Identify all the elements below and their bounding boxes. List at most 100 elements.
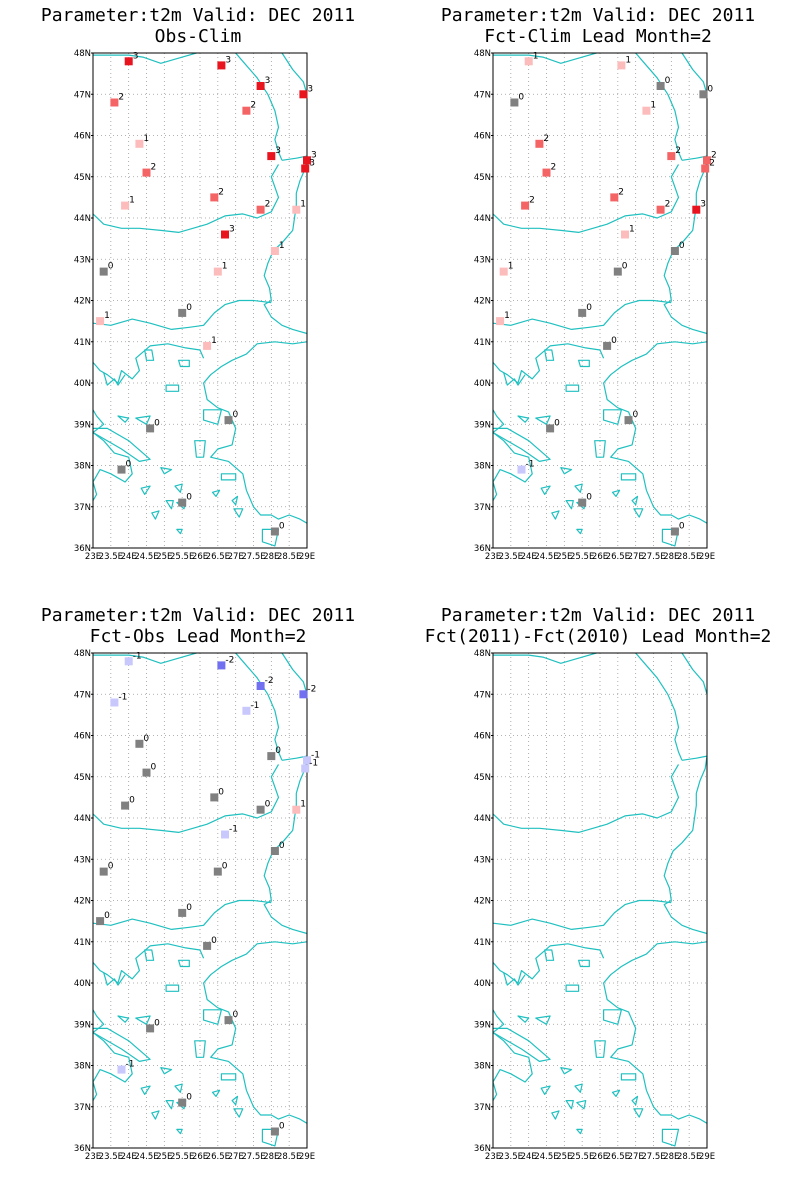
station-marker	[292, 805, 301, 814]
island-outline	[578, 359, 590, 368]
panel-title-line1: Parameter:t2m Valid: DEC 2011	[41, 605, 355, 626]
map-panel-fct-obs: Parameter:t2m Valid: DEC 2011 Fct-Obs Le…	[41, 605, 355, 1162]
lon-tick-label: 28.5E	[677, 1152, 701, 1162]
lat-tick-label: 46N	[74, 132, 91, 142]
island-outline	[574, 483, 583, 493]
station-value-label: 0	[233, 1010, 239, 1020]
lat-tick-label: 45N	[74, 173, 91, 183]
coastline	[493, 299, 672, 330]
station-value-label: 0	[108, 862, 114, 872]
station-value-label: 0	[279, 522, 285, 532]
station-value-label: 2	[529, 196, 535, 206]
station-marker	[110, 98, 119, 107]
lat-tick-label: 45N	[474, 173, 491, 183]
station-marker	[542, 168, 551, 177]
coastline	[203, 341, 307, 524]
station-value-label: -1	[133, 651, 142, 661]
station-marker	[670, 247, 679, 255]
lon-tick-label: 27E	[228, 1152, 244, 1162]
station-value-label: 1	[222, 262, 228, 272]
station-marker	[242, 106, 251, 115]
lon-tick-label: 24E	[521, 1152, 537, 1162]
station-marker	[703, 156, 711, 165]
island-outline	[233, 1108, 244, 1118]
station-value-label: 3	[225, 55, 231, 65]
lat-tick-label: 48N	[474, 649, 491, 659]
station-value-label: -1	[118, 693, 127, 703]
station-value-label: 0	[186, 903, 192, 913]
lon-tick-label: 29E	[699, 1152, 715, 1162]
lat-tick-label: 43N	[474, 855, 491, 865]
coastline	[493, 1008, 533, 1102]
lat-tick-label: 46N	[74, 732, 91, 742]
lat-tick-label: 36N	[474, 1144, 491, 1154]
station-value-label: 0	[186, 1093, 192, 1103]
station-marker	[178, 308, 187, 317]
lat-tick-label: 47N	[74, 690, 91, 700]
lat-tick-label: 36N	[74, 1144, 91, 1154]
station-marker	[142, 168, 151, 177]
island-outline	[151, 1110, 160, 1120]
station-value-label: 2	[618, 187, 624, 197]
coastline	[634, 53, 683, 161]
station-marker	[270, 1127, 279, 1136]
island-outline	[633, 508, 644, 518]
island-outline	[174, 1083, 183, 1093]
lon-tick-label: 23.5E	[99, 552, 123, 562]
station-value-label: -2	[225, 655, 234, 665]
station-marker	[617, 61, 626, 70]
lat-tick-label: 48N	[474, 49, 491, 59]
lon-tick-label: 25.5E	[170, 1152, 194, 1162]
station-marker	[178, 908, 187, 917]
coastline	[93, 164, 280, 233]
lon-tick-label: 27E	[628, 552, 644, 562]
station-value-label: -1	[229, 825, 238, 835]
island-outline	[551, 1110, 560, 1120]
lat-tick-label: 36N	[474, 544, 491, 554]
island-outline	[603, 1009, 622, 1025]
lon-tick-label: 25E	[556, 552, 572, 562]
coastline	[93, 899, 272, 930]
lat-tick-label: 40N	[474, 979, 491, 989]
station-marker	[124, 57, 133, 66]
island-outline	[135, 415, 151, 425]
station-value-label: 0	[707, 84, 713, 94]
coastlines	[93, 53, 307, 547]
station-marker	[524, 57, 533, 66]
coastline	[93, 193, 94, 195]
lat-tick-label: 47N	[474, 690, 491, 700]
lon-tick-label: 27.5E	[241, 552, 265, 562]
lon-tick-label: 29E	[299, 552, 315, 562]
panel-title-line2: Fct-Clim Lead Month=2	[484, 26, 712, 47]
island-outline	[220, 1073, 237, 1081]
station-marker	[510, 98, 519, 107]
coastline	[493, 653, 599, 664]
lon-tick-label: 27E	[228, 552, 244, 562]
station-marker	[217, 61, 226, 70]
lon-tick-label: 24E	[121, 1152, 137, 1162]
station-marker	[610, 193, 619, 202]
station-value-label: 0	[265, 800, 271, 810]
island-outline	[517, 1015, 530, 1023]
lat-tick-label: 43N	[74, 855, 91, 865]
station-value-label: 0	[518, 93, 524, 103]
lon-tick-label: 26.5E	[206, 1152, 230, 1162]
lat-tick-label: 44N	[74, 214, 91, 224]
station-value-label: 2	[551, 163, 557, 173]
station-value-label: 2	[675, 146, 681, 156]
coastline	[493, 427, 551, 462]
station-marker	[117, 1065, 126, 1074]
lon-tick-label: 24E	[521, 552, 537, 562]
coastline	[93, 793, 94, 795]
station-value-label: 0	[129, 796, 135, 806]
island-outline	[565, 984, 580, 992]
station-marker	[613, 267, 622, 276]
station-marker	[603, 341, 612, 350]
island-outline	[540, 1085, 551, 1095]
station-marker	[701, 164, 710, 173]
station-value-label: 3	[275, 146, 281, 156]
coastline	[603, 941, 707, 1124]
lat-tick-label: 39N	[74, 420, 91, 430]
